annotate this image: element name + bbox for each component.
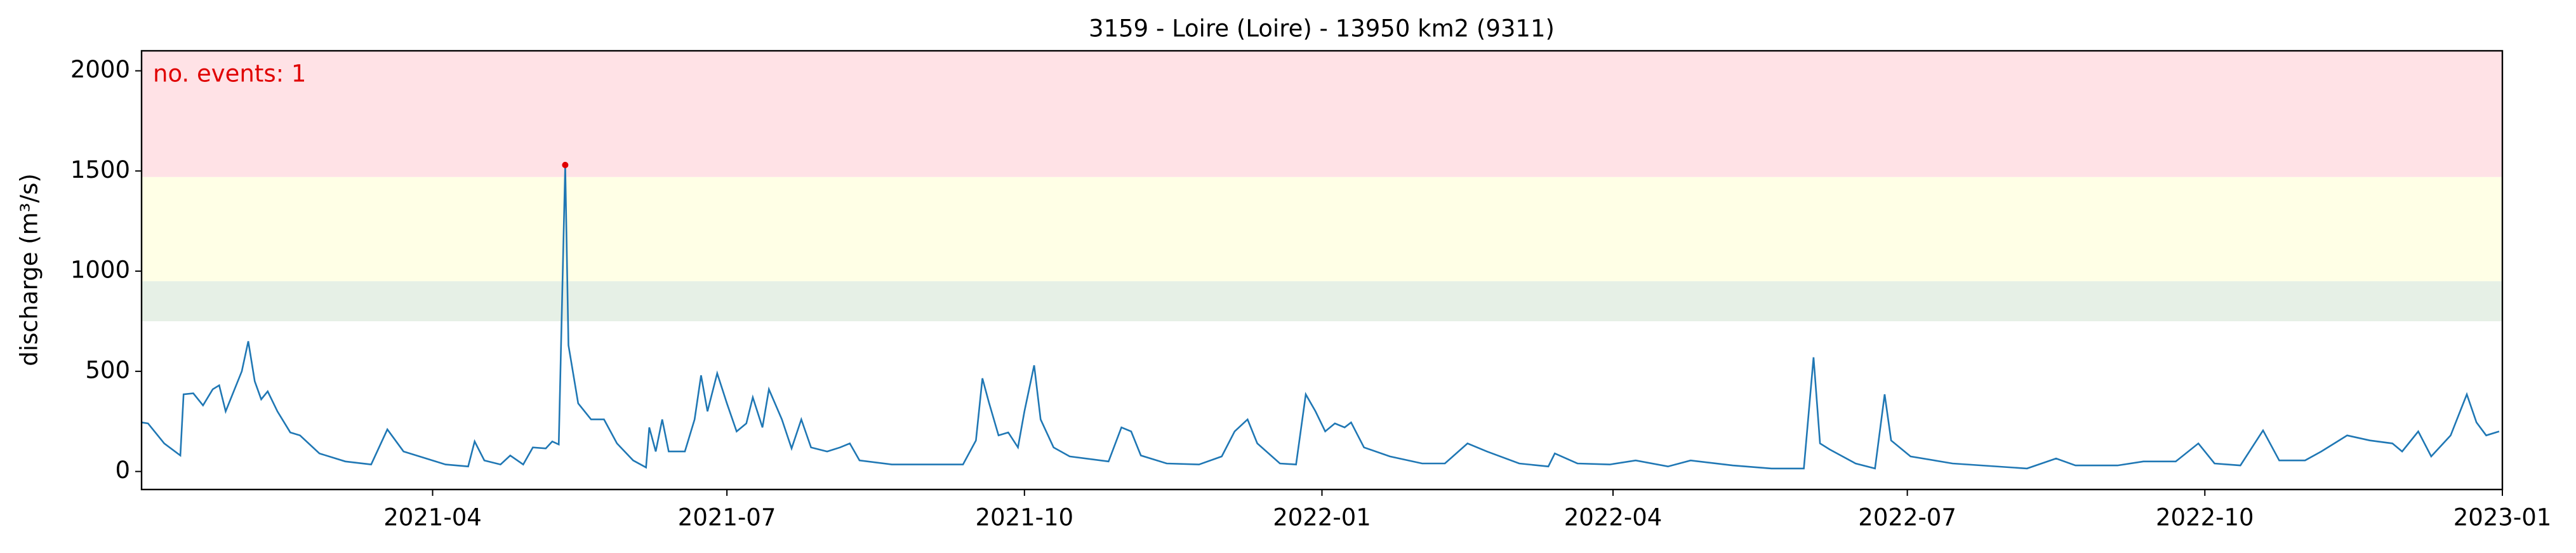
x-tick-label: 2022-01 (1273, 504, 1371, 531)
threshold-band (142, 281, 2502, 321)
chart-title: 3159 - Loire (Loire) - 13950 km2 (9311) (1089, 15, 1555, 43)
y-tick-label: 500 (85, 356, 130, 383)
y-tick-label: 1000 (70, 257, 130, 284)
x-tick-label: 2023-01 (2453, 504, 2552, 531)
events-annotation: no. events: 1 (153, 60, 306, 88)
threshold-band (142, 177, 2502, 281)
x-tick-label: 2022-04 (1564, 504, 1663, 531)
x-tick-label: 2022-07 (1858, 504, 1956, 531)
discharge-line (141, 164, 2500, 470)
y-axis-label: discharge (m³/s) (16, 173, 43, 366)
threshold-band (142, 51, 2502, 177)
y-tick-label: 0 (115, 456, 130, 484)
event-point (562, 161, 569, 168)
plot-frame (140, 50, 2504, 491)
x-tick-label: 2021-07 (678, 504, 776, 531)
x-tick-label: 2021-10 (975, 504, 1073, 531)
y-tick-label: 1500 (70, 156, 130, 183)
x-tick-label: 2021-04 (383, 504, 482, 531)
x-tick-label: 2022-10 (2156, 504, 2254, 531)
y-tick-label: 2000 (70, 56, 130, 83)
